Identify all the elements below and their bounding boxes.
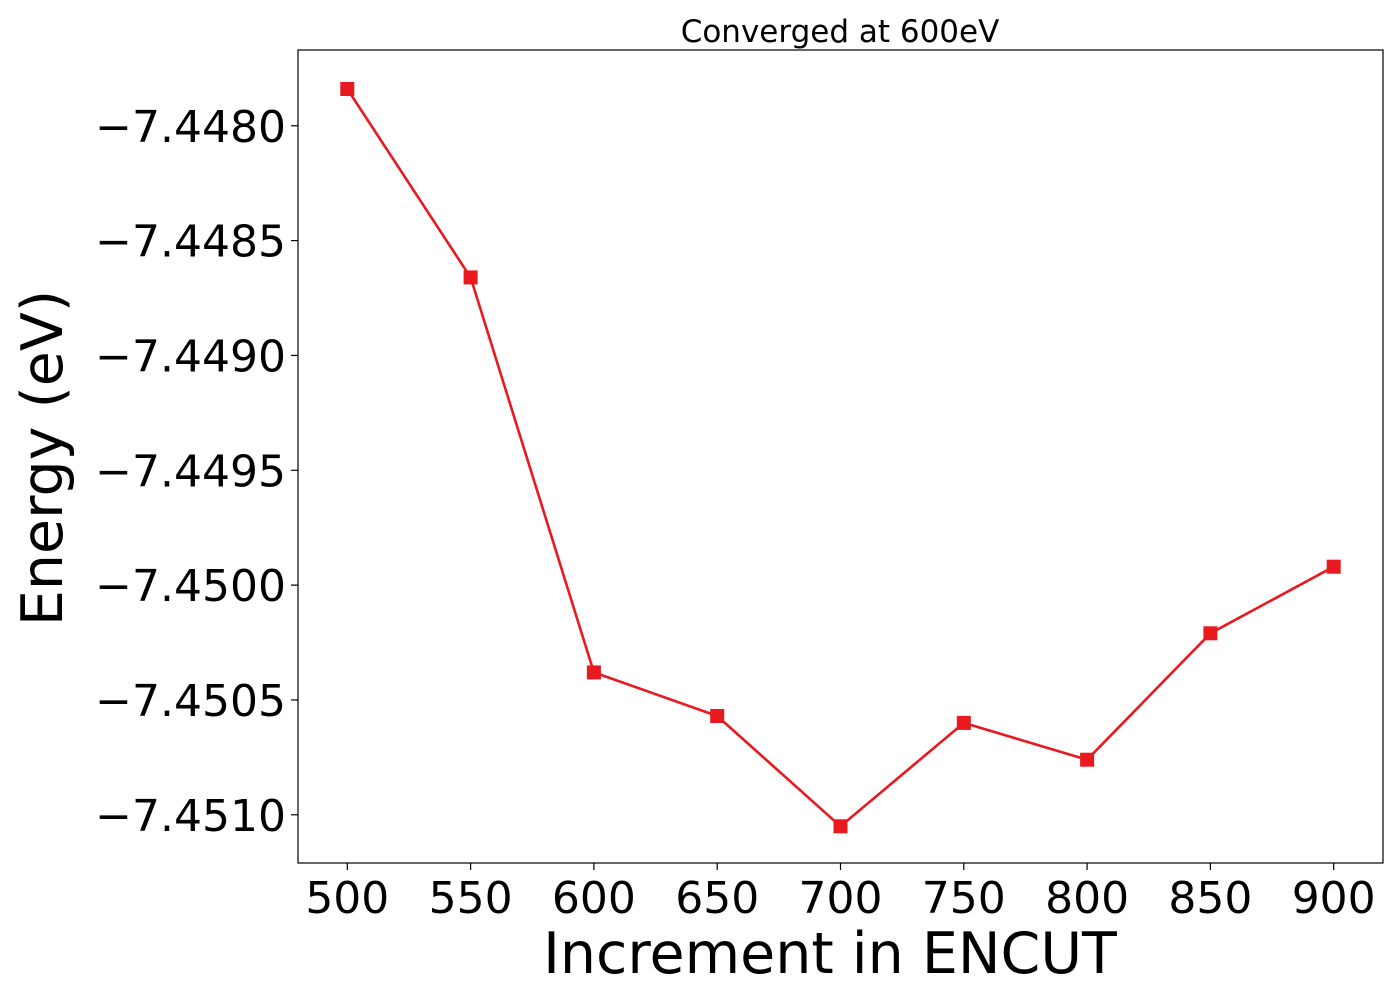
x-tick-label: 900 (1292, 873, 1376, 924)
x-tick-label: 800 (1045, 873, 1129, 924)
plot-frame (297, 49, 1384, 864)
y-tick-label: −7.4500 (95, 561, 286, 612)
data-point (1203, 626, 1218, 641)
x-tick-label: 600 (552, 873, 636, 924)
y-tick-label: −7.4510 (95, 791, 286, 842)
data-point (586, 665, 601, 680)
data-point (340, 82, 355, 96)
data-point (1326, 559, 1341, 574)
chart-title: Converged at 600eV (681, 14, 1000, 50)
series-line (346, 88, 1335, 828)
y-tick-label: −7.4495 (95, 446, 286, 497)
y-tick-label: −7.4480 (95, 102, 286, 153)
y-axis-label: Energy (eV) (10, 290, 76, 626)
data-point (710, 709, 725, 723)
y-tick-label: −7.4485 (95, 217, 286, 268)
x-tick-label: 700 (799, 873, 883, 924)
data-point (833, 819, 848, 834)
x-tick-label: 500 (305, 873, 389, 924)
data-point (956, 715, 971, 730)
x-tick-label: 650 (675, 873, 759, 924)
data-point (1080, 752, 1095, 767)
data-point (463, 270, 478, 285)
plot-area: 500 550 600 650 700 750 800 850 900 −7.4480 −7.448… (95, 49, 1384, 924)
x-tick-label: 850 (1168, 873, 1252, 924)
y-tick-label: −7.4490 (95, 331, 286, 382)
y-tick-label: −7.4505 (95, 676, 286, 727)
x-tick-label: 750 (922, 873, 1006, 924)
x-axis-label: Increment in ENCUT (543, 921, 1117, 987)
x-tick-label: 550 (429, 873, 513, 924)
